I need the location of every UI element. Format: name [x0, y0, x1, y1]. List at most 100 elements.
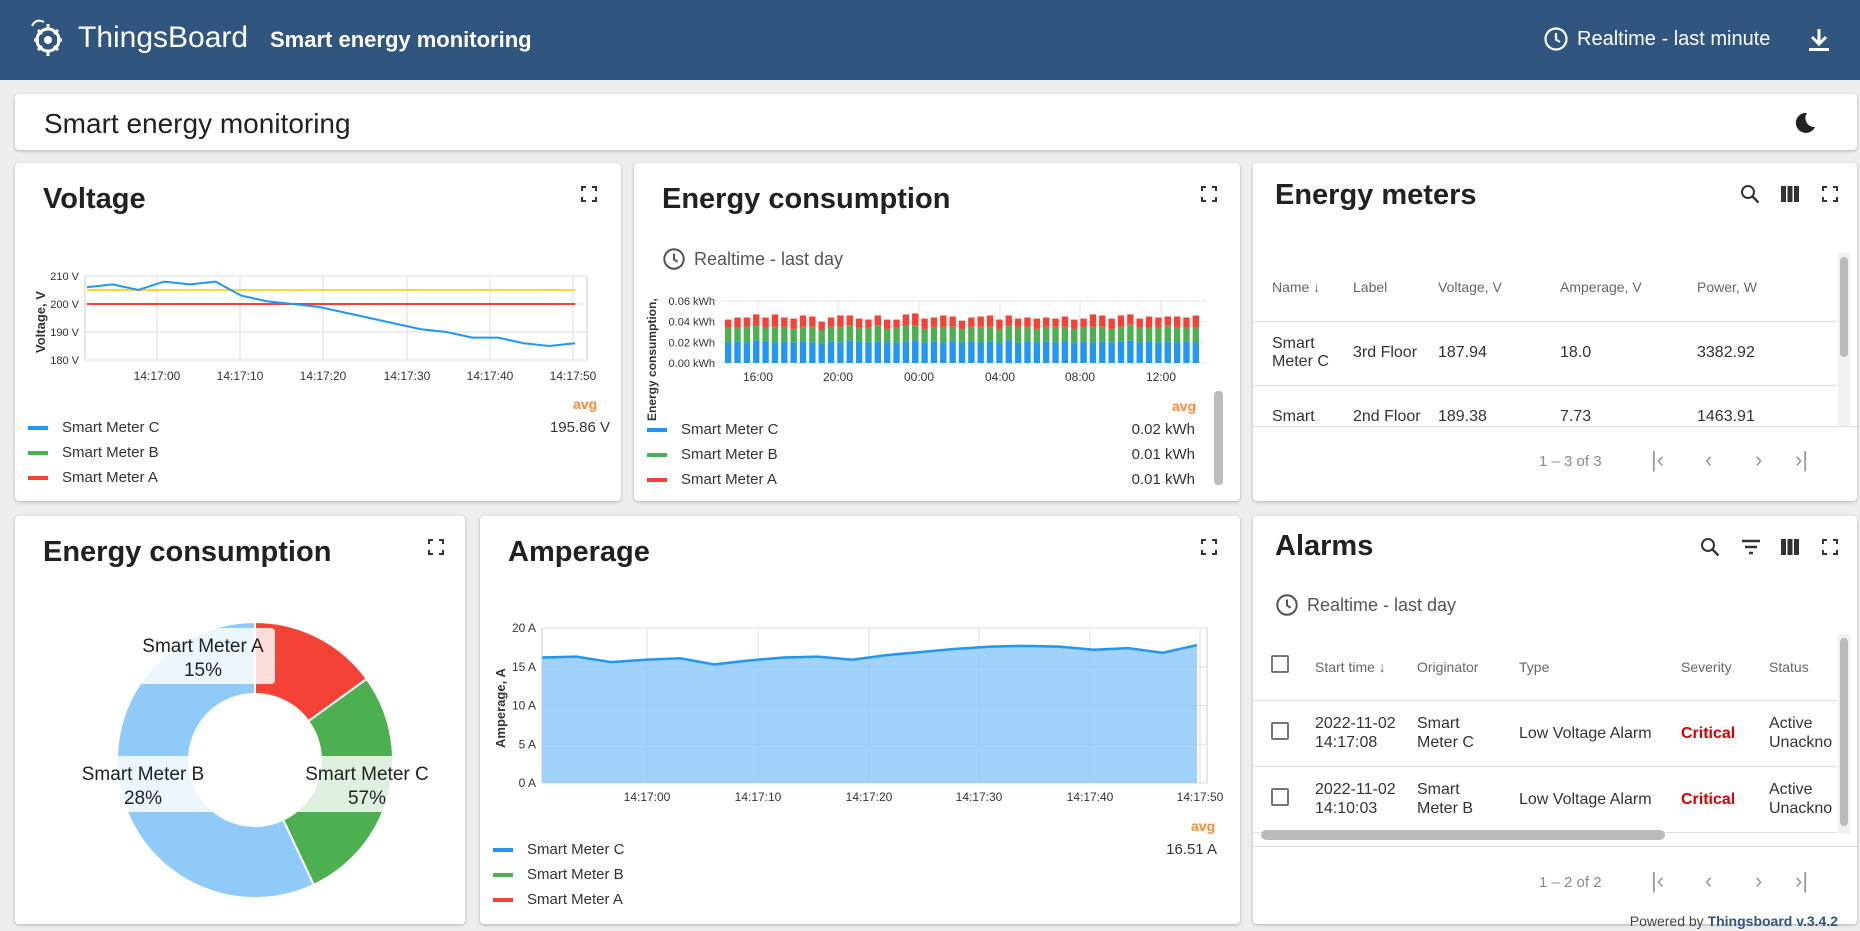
horizontal-scrollbar[interactable]: [1261, 830, 1665, 840]
slice-label-box: [295, 756, 439, 812]
legend-item[interactable]: Smart Meter C 195.86 V: [28, 415, 610, 440]
bar: [1173, 316, 1181, 328]
energy-consumption-bar-widget: Energy consumption Realtime - last day E…: [634, 163, 1240, 501]
column-header[interactable]: Start time ↓: [1315, 658, 1386, 675]
thingsboard-version-link[interactable]: Thingsboard v.3.4.2: [1707, 913, 1838, 929]
row-checkbox[interactable]: [1253, 766, 1315, 832]
search-icon[interactable]: [1739, 183, 1761, 205]
legend-item[interactable]: Smart Meter A: [493, 887, 1217, 912]
column-header[interactable]: Name ↓: [1272, 278, 1321, 295]
legend-item[interactable]: Smart Meter B 0.01 kWh: [647, 442, 1195, 467]
widget-title: Energy consumption: [662, 183, 951, 215]
table-cell: 2022-11-02 14:10:03: [1315, 781, 1396, 817]
timewindow-button[interactable]: Realtime - last minute: [1543, 26, 1770, 52]
bar: [753, 325, 760, 341]
table-scroll-area: Name ↓ Label Voltage, V Amperage, V Power, W…: [1253, 253, 1837, 427]
bar: [1192, 327, 1200, 343]
download-icon[interactable]: [1806, 27, 1832, 53]
previous-page-icon[interactable]: ‹: [1705, 868, 1713, 893]
first-page-icon[interactable]: |‹: [1651, 868, 1665, 893]
column-header[interactable]: Label: [1353, 278, 1388, 295]
widget-timewindow[interactable]: Realtime - last day: [662, 247, 843, 271]
fullscreen-icon[interactable]: [1200, 185, 1218, 203]
dark-mode-icon[interactable]: [1791, 110, 1817, 136]
widget-timewindow[interactable]: Realtime - last day: [1275, 593, 1456, 617]
column-header[interactable]: Voltage, V: [1438, 278, 1502, 295]
legend-item[interactable]: Smart Meter B: [493, 862, 1217, 887]
slice-percent: 28%: [124, 788, 162, 809]
fullscreen-icon[interactable]: [580, 185, 598, 203]
bar: [1164, 341, 1171, 363]
bar: [940, 315, 947, 327]
table-cell: 2022-11-02 14:17:08: [1315, 715, 1396, 751]
legend-name: Smart Meter A: [527, 891, 623, 908]
bar: [1099, 315, 1106, 327]
table-row[interactable]: 2022-11-02 14:17:08 Smart Meter C Low Volt…: [1253, 700, 1837, 766]
fullscreen-icon[interactable]: [427, 538, 445, 556]
legend-item[interactable]: Smart Meter B: [28, 440, 610, 465]
avg-label: avg: [1172, 398, 1197, 414]
bar: [949, 341, 956, 363]
select-all-checkbox[interactable]: [1253, 634, 1315, 700]
next-page-icon[interactable]: ›: [1755, 447, 1763, 472]
column-header[interactable]: Amperage, V: [1560, 278, 1642, 295]
filter-icon[interactable]: [1741, 538, 1761, 556]
table-cell: Low Voltage Alarm: [1519, 790, 1652, 808]
column-header[interactable]: Power, W: [1697, 278, 1757, 295]
chart-legend: Smart Meter C 0.02 kWh Smart Meter B 0.01 k…: [647, 417, 1195, 492]
legend-scrollbar[interactable]: [1214, 391, 1223, 485]
bar: [893, 342, 900, 363]
bar: [1089, 342, 1097, 363]
bar: [949, 316, 956, 327]
table-header-row: Start time ↓ Originator Type Severity Status: [1253, 634, 1837, 700]
previous-page-icon[interactable]: ‹: [1705, 447, 1713, 472]
bar: [734, 341, 741, 363]
column-header[interactable]: Status: [1769, 658, 1809, 675]
table-scrollbar[interactable]: [1838, 634, 1850, 834]
last-page-icon[interactable]: ›|: [1795, 868, 1809, 893]
bar: [1136, 342, 1143, 363]
legend-item[interactable]: Smart Meter C 0.02 kWh: [647, 417, 1195, 442]
next-page-icon[interactable]: ›: [1755, 868, 1763, 893]
timewindow-label: Realtime - last day: [1307, 594, 1457, 615]
columns-icon[interactable]: [1780, 538, 1800, 556]
column-header[interactable]: Originator: [1417, 658, 1479, 675]
table-row[interactable]: Smart Meter C 3rd Floor 187.94 18.0 3382.92: [1253, 321, 1837, 385]
fullscreen-icon[interactable]: [1200, 538, 1218, 556]
bar: [1024, 317, 1031, 327]
table-scrollbar[interactable]: [1838, 253, 1850, 427]
column-header[interactable]: Type: [1519, 658, 1550, 675]
bar: [958, 342, 966, 363]
bar: [1127, 324, 1134, 341]
x-tick-label: 16:00: [743, 370, 773, 384]
fullscreen-icon[interactable]: [1821, 538, 1839, 556]
first-page-icon[interactable]: |‹: [1651, 447, 1665, 472]
table-row[interactable]: Smart 2nd Floor 189.38 7.73 1463.91: [1253, 385, 1837, 427]
energy-meters-widget: Energy meters Name ↓ Label Voltage, V Amper…: [1253, 163, 1857, 501]
plot-area: [84, 275, 588, 361]
bar: [1043, 317, 1050, 327]
legend-item[interactable]: Smart Meter A: [28, 465, 610, 490]
bar: [902, 314, 910, 326]
bar: [818, 329, 825, 344]
dashboard-title: Smart energy monitoring: [270, 27, 532, 52]
last-page-icon[interactable]: ›|: [1795, 447, 1809, 472]
bar: [762, 327, 769, 342]
x-tick-label: 14:17:40: [1067, 790, 1114, 804]
slice-label: Smart Meter A: [142, 636, 264, 657]
fullscreen-icon[interactable]: [1821, 185, 1839, 203]
table-row[interactable]: 2022-11-02 14:10:03 Smart Meter B Low Volt…: [1253, 766, 1837, 832]
legend-swatch: [647, 477, 667, 482]
columns-icon[interactable]: [1780, 185, 1800, 203]
row-checkbox[interactable]: [1253, 700, 1315, 766]
search-icon[interactable]: [1699, 536, 1721, 558]
column-header[interactable]: Severity: [1681, 658, 1732, 675]
chart-legend: Smart Meter C 16.51 A Smart Meter B Smart M…: [493, 837, 1217, 912]
legend-item[interactable]: Smart Meter A 0.01 kWh: [647, 467, 1195, 492]
bar: [1136, 318, 1143, 328]
bar: [762, 341, 769, 363]
thingsboard-logo[interactable]: ThingsBoard: [26, 16, 248, 60]
legend-item[interactable]: Smart Meter C 16.51 A: [493, 837, 1217, 862]
y-tick-label: 0.00 kWh: [669, 358, 715, 370]
bar: [1014, 326, 1022, 343]
